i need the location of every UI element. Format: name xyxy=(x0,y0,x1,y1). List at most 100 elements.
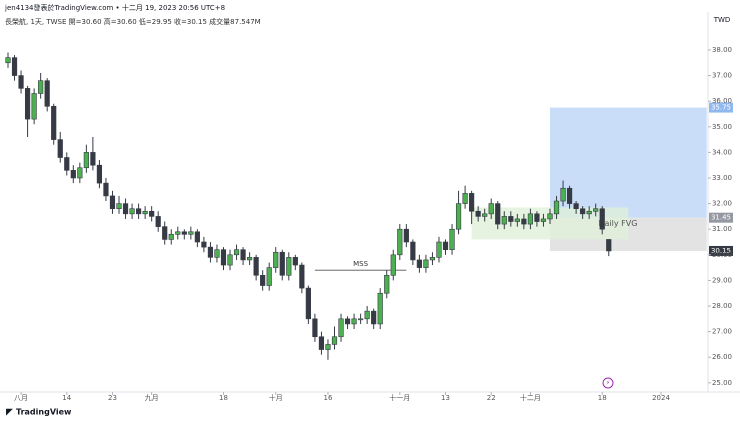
candle-body xyxy=(514,218,520,222)
candle-body xyxy=(162,226,168,240)
candle-body xyxy=(214,249,220,258)
candle-body xyxy=(194,231,200,243)
candle-body xyxy=(475,210,481,217)
candle-body xyxy=(455,203,462,230)
candle-body xyxy=(344,318,351,325)
candle-body xyxy=(299,264,305,289)
candle-body xyxy=(220,249,227,266)
candle-body xyxy=(423,259,429,268)
candle-body xyxy=(371,310,377,325)
candle-body xyxy=(449,228,455,250)
candle-body xyxy=(573,203,579,210)
candle-body xyxy=(266,267,272,286)
y-tick-label: 29.00 xyxy=(712,276,732,284)
y-tick-label: 30.00 xyxy=(712,251,732,259)
candle-body xyxy=(527,213,533,225)
y-tick-label: 35.00 xyxy=(712,123,732,131)
x-tick-label: 十一月 xyxy=(389,393,410,402)
candle-body xyxy=(70,170,76,179)
candle-body xyxy=(318,336,325,350)
x-tick-label: 2024 xyxy=(652,394,670,402)
candle-body xyxy=(364,310,370,320)
candle-body xyxy=(24,88,31,120)
candle-body xyxy=(109,195,116,210)
candle-body xyxy=(482,213,488,217)
post-title: jen4134發表於TradingView.com • 十二月 19, 2023… xyxy=(5,4,226,12)
candle-body xyxy=(508,216,514,222)
candle-body xyxy=(390,254,396,276)
candle-body xyxy=(103,182,109,197)
y-tick-label: 34.00 xyxy=(712,148,732,156)
candle-body xyxy=(18,75,24,89)
candle-body xyxy=(279,251,285,276)
x-tick-label: 14 xyxy=(62,394,71,402)
x-tick-label: 13 xyxy=(441,394,450,402)
candle-body xyxy=(325,344,331,350)
candle-body xyxy=(305,287,311,320)
candle-body xyxy=(57,139,63,158)
candle-body xyxy=(586,210,592,215)
candle-body xyxy=(207,246,214,258)
candle-body xyxy=(142,210,148,215)
candle-body xyxy=(599,208,605,230)
y-tick-label: 26.00 xyxy=(712,353,732,361)
candle-body xyxy=(521,218,527,225)
candle-body xyxy=(560,187,566,202)
price-tag-label: 35.75 xyxy=(711,104,731,112)
candle-body xyxy=(462,193,468,204)
candle-body xyxy=(442,241,449,250)
candle-body xyxy=(136,208,142,215)
candle-body xyxy=(129,208,135,215)
candle-body xyxy=(149,210,155,217)
candle-body xyxy=(292,257,298,266)
x-tick-label: 九月 xyxy=(145,393,159,402)
logo: ◤ xyxy=(6,408,13,418)
event-icon-glyph: ⚡ xyxy=(606,380,610,387)
x-tick-label: 十二月 xyxy=(520,393,541,402)
candle-body xyxy=(429,257,436,261)
y-tick-label: 25.00 xyxy=(712,379,732,387)
candle-body xyxy=(188,231,194,235)
candle-body xyxy=(351,318,357,325)
x-tick-label: 18 xyxy=(219,394,228,402)
x-tick-label: 18 xyxy=(598,394,607,402)
candle-body xyxy=(397,228,403,256)
candle-body xyxy=(96,164,103,184)
zone xyxy=(549,107,707,218)
price-tag xyxy=(709,212,733,223)
candle-body xyxy=(5,57,11,64)
candle-body xyxy=(227,254,233,266)
price-tag-label: 31.45 xyxy=(711,214,731,222)
candle-body xyxy=(358,318,364,321)
candle-body xyxy=(286,257,292,276)
candle-body xyxy=(51,105,57,140)
candle-body xyxy=(566,187,573,204)
candle-body xyxy=(580,208,586,215)
candle-body xyxy=(11,57,18,76)
candle-body xyxy=(403,228,409,243)
candle-body xyxy=(534,213,540,222)
candle-body xyxy=(31,93,37,120)
zone-label: Daily FVG xyxy=(598,219,637,228)
candle-body xyxy=(122,203,129,215)
candle-body xyxy=(168,234,174,240)
currency: TWD xyxy=(713,16,731,24)
candle-body xyxy=(488,203,494,215)
price-tag xyxy=(709,245,733,256)
y-tick-label: 36.00 xyxy=(712,97,732,105)
candle-body xyxy=(175,231,181,235)
candle-body xyxy=(253,257,259,276)
x-tick-label: 23 xyxy=(108,394,117,402)
y-tick-label: 31.00 xyxy=(712,225,732,233)
candle-body xyxy=(593,208,599,212)
candle-body xyxy=(553,200,560,215)
candle-body xyxy=(38,80,44,94)
y-tick-label: 33.00 xyxy=(712,174,732,182)
y-tick-label: 27.00 xyxy=(712,328,732,336)
candle-body xyxy=(77,167,83,179)
price-tag xyxy=(709,102,733,113)
event-icon[interactable] xyxy=(602,377,614,389)
candle-body xyxy=(116,203,122,210)
